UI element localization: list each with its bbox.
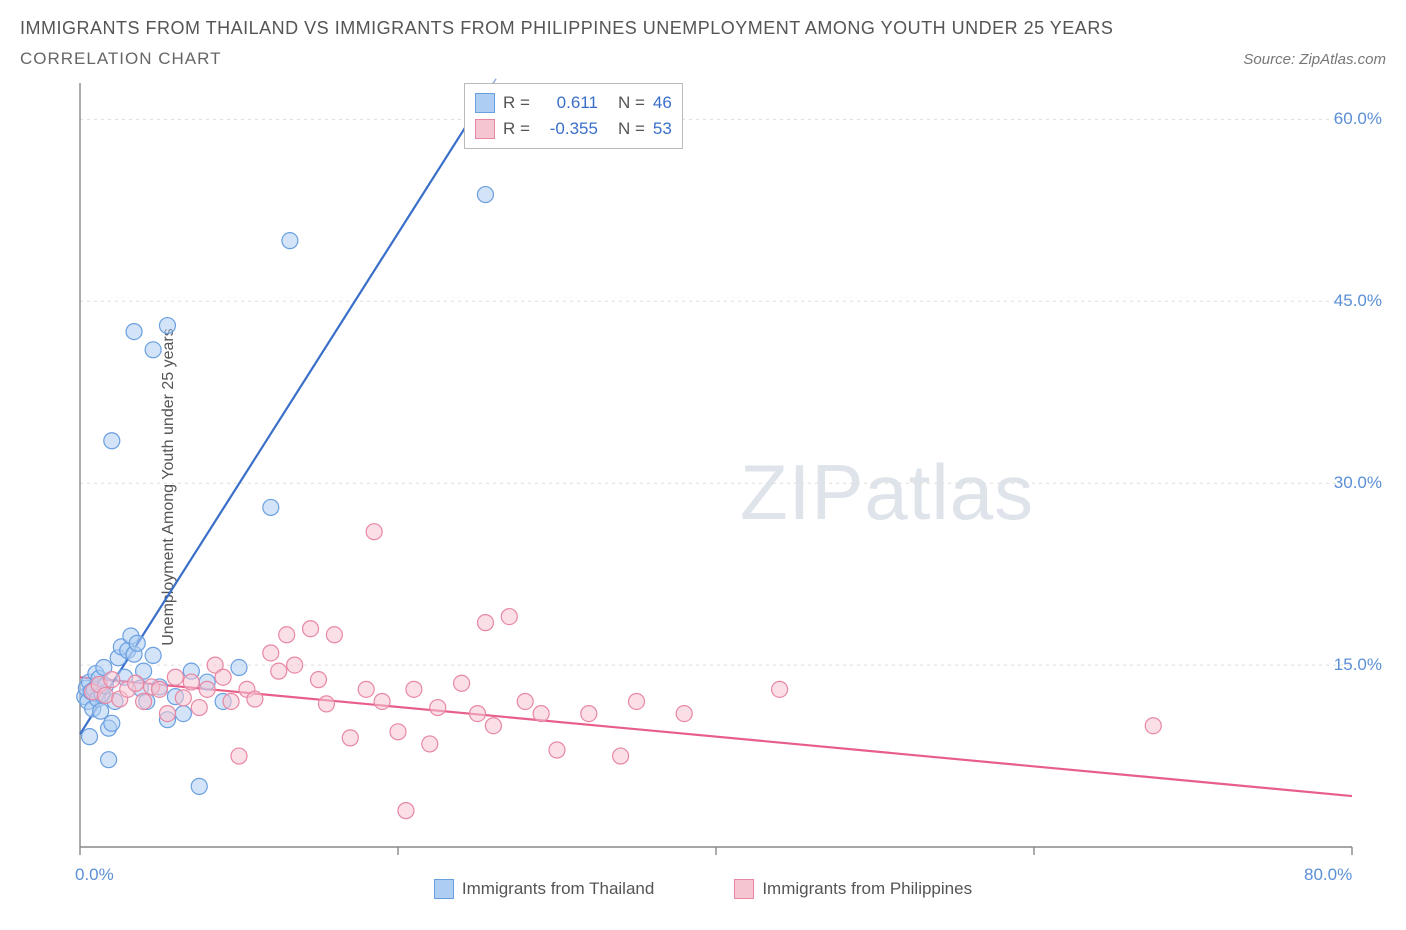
x-tick-label: 80.0%: [1304, 865, 1352, 885]
source-prefix: Source:: [1243, 51, 1299, 68]
source-name: ZipAtlas.com: [1299, 51, 1386, 68]
scatter-plot: [66, 77, 1386, 897]
x-tick-label: 0.0%: [75, 865, 114, 885]
legend-item-philippines: Immigrants from Philippines: [734, 879, 972, 899]
page-title: IMMIGRANTS FROM THAILAND VS IMMIGRANTS F…: [20, 18, 1386, 39]
value-n-philippines: 53: [653, 119, 672, 139]
legend-label-philippines: Immigrants from Philippines: [762, 879, 972, 899]
source-label: Source: ZipAtlas.com: [1243, 51, 1386, 68]
y-tick-label: 15.0%: [1334, 655, 1382, 675]
swatch-philippines: [475, 119, 495, 139]
y-tick-label: 30.0%: [1334, 473, 1382, 493]
bottom-legend: Immigrants from Thailand Immigrants from …: [20, 879, 1386, 899]
label-r: R =: [503, 119, 530, 139]
value-n-thailand: 46: [653, 93, 672, 113]
legend-swatch-philippines: [734, 879, 754, 899]
label-n: N =: [618, 93, 645, 113]
label-n: N =: [618, 119, 645, 139]
subtitle-row: CORRELATION CHART Source: ZipAtlas.com: [20, 49, 1386, 69]
legend-swatch-thailand: [434, 879, 454, 899]
legend-item-thailand: Immigrants from Thailand: [434, 879, 654, 899]
chart-container: Unemployment Among Youth under 25 years …: [20, 77, 1386, 897]
legend-label-thailand: Immigrants from Thailand: [462, 879, 654, 899]
y-tick-label: 60.0%: [1334, 109, 1382, 129]
stats-row-philippines: R = -0.355 N = 53: [475, 116, 672, 142]
value-r-philippines: -0.355: [538, 119, 598, 139]
value-r-thailand: 0.611: [538, 93, 598, 113]
stats-legend-box: R = 0.611 N = 46 R = -0.355 N = 53: [464, 83, 683, 149]
label-r: R =: [503, 93, 530, 113]
stats-row-thailand: R = 0.611 N = 46: [475, 90, 672, 116]
swatch-thailand: [475, 93, 495, 113]
y-tick-label: 45.0%: [1334, 291, 1382, 311]
subtitle: CORRELATION CHART: [20, 49, 222, 69]
